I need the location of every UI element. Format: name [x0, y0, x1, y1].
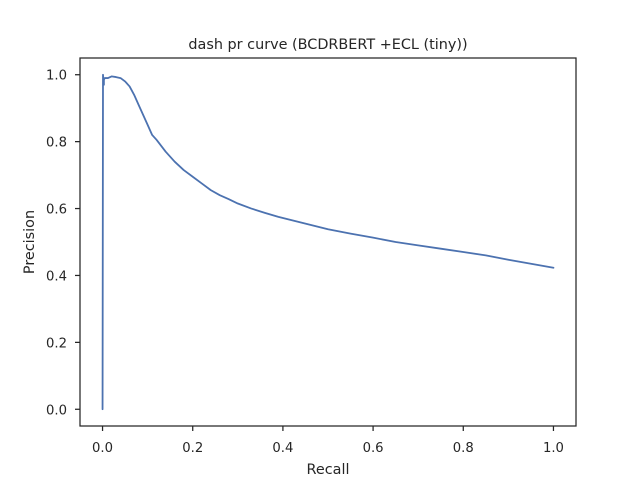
plot-layer: [101, 73, 555, 411]
chart-title: dash pr curve (BCDRBERT +ECL (tiny)): [188, 37, 467, 53]
pr-curve-line: [101, 73, 555, 411]
y-tick-label: 0.4: [46, 269, 67, 284]
x-tick-label: 0.6: [363, 441, 384, 456]
y-tick-label: 0.8: [46, 136, 67, 151]
x-axis-label: Recall: [307, 462, 350, 478]
x-axis-ticks: 0.0 0.2 0.4 0.6 0.8 1.0: [92, 426, 564, 456]
x-tick-label: 1.0: [543, 441, 564, 456]
x-tick-label: 0.8: [453, 441, 474, 456]
x-tick-label: 0.2: [182, 441, 203, 456]
y-tick-label: 1.0: [46, 69, 67, 84]
y-tick-label: 0.2: [46, 336, 67, 351]
y-tick-label: 0.0: [46, 403, 67, 418]
x-tick-label: 0.0: [92, 441, 113, 456]
y-tick-label: 0.6: [46, 203, 67, 218]
plot-frame: [79, 57, 577, 427]
x-tick-label: 0.4: [272, 441, 293, 456]
y-axis-ticks: 0.0 0.2 0.4 0.6 0.8 1.0: [46, 69, 80, 418]
y-axis-label: Precision: [22, 210, 38, 274]
